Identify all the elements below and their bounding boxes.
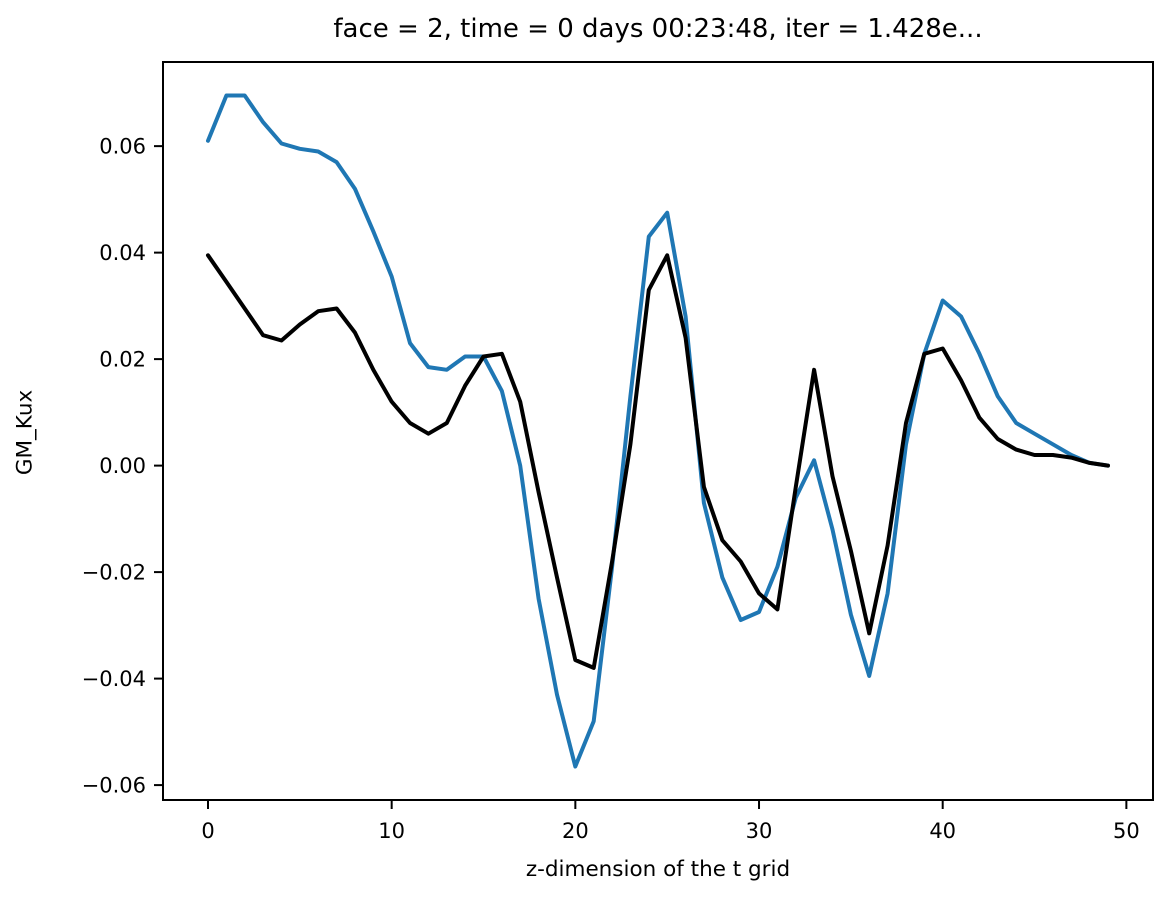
series-line-black [206,253,1110,670]
y-tick-label: −0.06 [82,774,146,798]
y-tick-label: 0.00 [99,454,146,478]
y-tick-label: 0.06 [99,135,146,159]
y-tick-label: 0.02 [99,348,146,372]
y-tick-label: −0.04 [82,667,146,691]
y-tick-label: 0.04 [99,241,146,265]
plot-area [162,61,1154,801]
x-tick-label: 20 [562,819,589,843]
chart-title: face = 2, time = 0 days 00:23:48, iter =… [333,14,983,44]
x-axis-label: z-dimension of the t grid [525,857,791,882]
x-tick-label: 40 [929,819,956,843]
y-tick-label: −0.02 [82,561,146,585]
x-tick-label: 50 [1113,819,1140,843]
x-tick-label: 10 [378,819,405,843]
series-line-blue [206,93,1110,769]
x-tick-label: 0 [201,819,214,843]
x-tick-label: 30 [746,819,773,843]
